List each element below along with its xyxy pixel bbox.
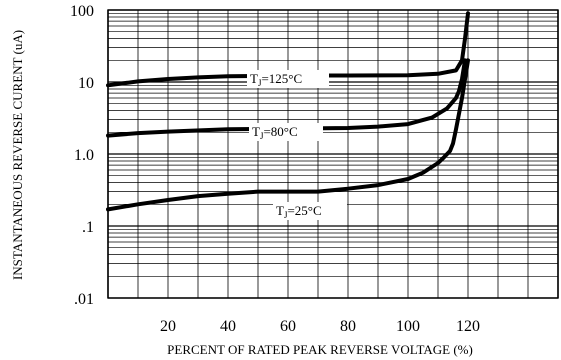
y-tick-label: 1.0: [74, 147, 94, 164]
series-line: [106, 58, 467, 138]
curve-label-background: [273, 202, 347, 220]
series-curves: [106, 11, 470, 212]
x-axis-title: PERCENT OF RATED PEAK REVERSE VOLTAGE (%…: [167, 342, 473, 357]
grid: [107, 9, 559, 299]
curve-label: TJ=80°C: [252, 124, 298, 141]
x-tick-label: 60: [280, 318, 296, 335]
x-tick-label: 80: [340, 318, 356, 335]
series-line: [106, 58, 470, 212]
curve-labels: TJ=125°C TJ=80°C TJ=25°C: [247, 70, 347, 220]
curve-label-background: [249, 123, 323, 141]
x-tick-label: 20: [160, 318, 176, 335]
curve-label: TJ=125°C: [250, 71, 302, 88]
curve-label: TJ=25°C: [276, 203, 322, 220]
y-tick-label: 100: [70, 3, 94, 20]
tick-labels: .01 .1 1.0 10 100 20 40 60 80 100 120: [70, 3, 480, 335]
x-tick-label: 120: [456, 318, 480, 335]
x-tick-label: 100: [396, 318, 420, 335]
curve-label-background: [247, 70, 329, 88]
x-tick-label: 40: [220, 318, 236, 335]
y-tick-label: .01: [74, 291, 94, 308]
y-tick-label: .1: [82, 219, 94, 236]
y-axis-title: INSTANTANEOUS REVERSE CURENT (uA): [10, 30, 25, 280]
y-tick-label: 10: [78, 75, 94, 92]
series-line: [106, 11, 470, 88]
plot-frame: [107, 9, 559, 299]
